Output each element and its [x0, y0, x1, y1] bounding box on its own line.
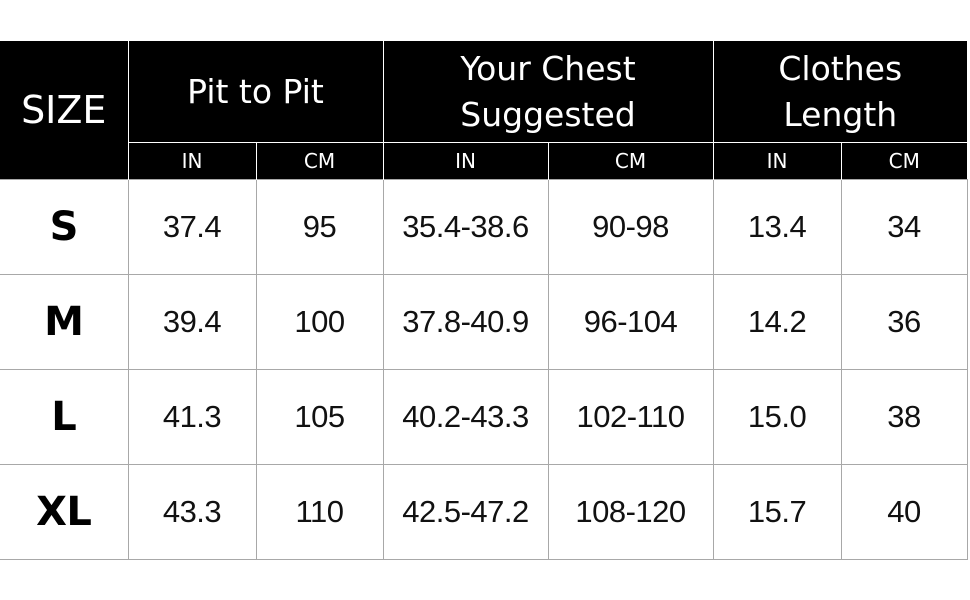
unit-header: IN — [712, 142, 842, 180]
table-row: L 41.3 105 40.2-43.3 102-110 15.0 38 — [0, 369, 968, 465]
clothes-length-header: Clothes Length — [712, 41, 968, 143]
table-cell: 108-120 — [547, 464, 714, 560]
table-row: M 39.4 100 37.8-40.9 96-104 14.2 36 — [0, 274, 968, 370]
table-cell: 100 — [255, 274, 384, 370]
table-cell: 95 — [255, 179, 384, 275]
size-cell: M — [0, 274, 129, 370]
unit-header: CM — [840, 142, 968, 180]
table-cell: 96-104 — [547, 274, 714, 370]
chest-suggested-title-line-1: Your Chest — [460, 48, 636, 88]
size-cell: S — [0, 179, 129, 275]
table-cell: 105 — [255, 369, 384, 465]
table-cell: 37.4 — [127, 179, 257, 275]
size-cell: XL — [0, 464, 129, 560]
table-cell: 41.3 — [127, 369, 257, 465]
header-row: SIZE Pit to Pit Your Chest Suggested Clo… — [0, 41, 968, 180]
clothes-length-title-line-1: Clothes — [778, 48, 903, 88]
table-cell: 14.2 — [712, 274, 842, 370]
unit-header: IN — [382, 142, 548, 180]
table-row: S 37.4 95 35.4-38.6 90-98 13.4 34 — [0, 179, 968, 275]
size-cell: L — [0, 369, 129, 465]
table-cell: 102-110 — [547, 369, 714, 465]
table-cell: 37.8-40.9 — [382, 274, 549, 370]
chest-suggested-header: Your Chest Suggested — [382, 41, 714, 143]
table-cell: 39.4 — [127, 274, 257, 370]
size-chart-table: SIZE Pit to Pit Your Chest Suggested Clo… — [0, 41, 968, 560]
table-cell: 38 — [840, 369, 968, 465]
unit-header: CM — [547, 142, 714, 180]
table-cell: 13.4 — [712, 179, 842, 275]
clothes-length-title-line-2: Length — [783, 94, 898, 134]
table-cell: 36 — [840, 274, 968, 370]
size-column-header: SIZE — [0, 41, 128, 180]
table-row: XL 43.3 110 42.5-47.2 108-120 15.7 40 — [0, 464, 968, 560]
table-cell: 15.7 — [712, 464, 842, 560]
pit-to-pit-title: Pit to Pit — [187, 71, 324, 111]
table-cell: 40 — [840, 464, 968, 560]
table-cell: 15.0 — [712, 369, 842, 465]
pit-to-pit-header: Pit to Pit — [127, 41, 383, 143]
table-cell: 40.2-43.3 — [382, 369, 549, 465]
chest-suggested-title-line-2: Suggested — [460, 94, 636, 134]
table-cell: 42.5-47.2 — [382, 464, 549, 560]
table-cell: 110 — [255, 464, 384, 560]
table-cell: 35.4-38.6 — [382, 179, 549, 275]
table-cell: 34 — [840, 179, 968, 275]
unit-header: IN — [127, 142, 256, 180]
unit-header: CM — [255, 142, 383, 180]
unit-row: IN CM IN CM IN CM — [0, 142, 968, 180]
table-cell: 43.3 — [127, 464, 257, 560]
table-cell: 90-98 — [547, 179, 714, 275]
